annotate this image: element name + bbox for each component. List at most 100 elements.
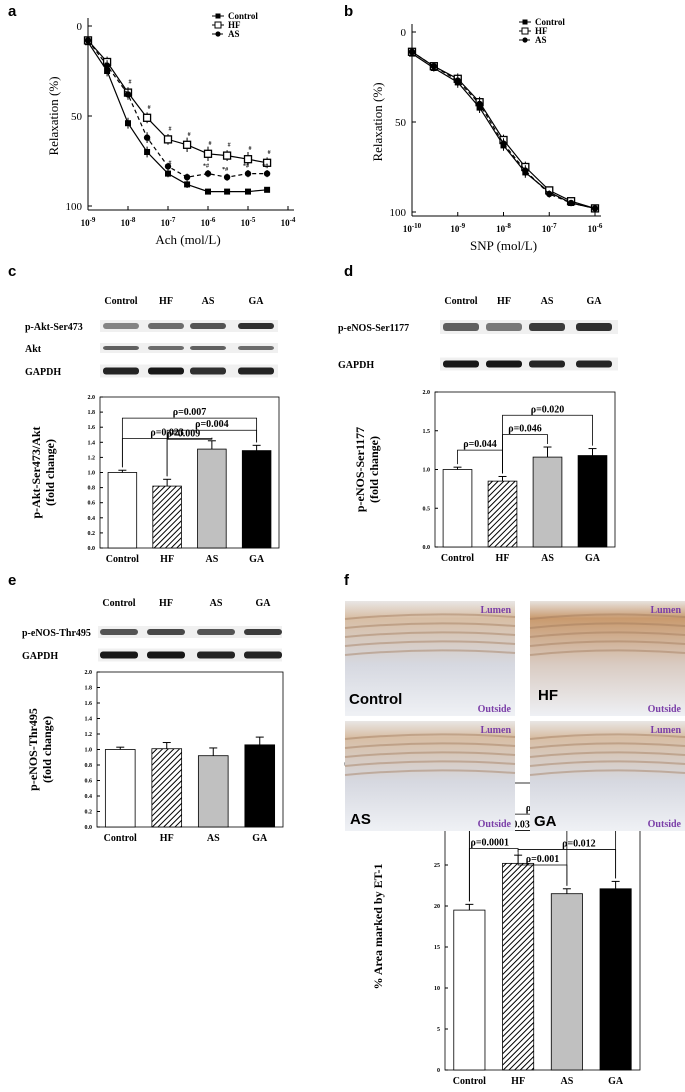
- y-tick-label: 1.0: [88, 471, 96, 477]
- data-point-as: [567, 199, 575, 207]
- outside-label: Outside: [478, 704, 512, 715]
- y-tick-label: 0.6: [85, 779, 93, 785]
- data-point-as: [204, 170, 212, 177]
- tissue-layer: [529, 760, 685, 767]
- p-value-label: ρ=0.023: [150, 428, 184, 439]
- p-value-label: ρ=0.0001: [470, 838, 509, 849]
- tissue-layer: [529, 733, 685, 740]
- series-line-hf: [87, 40, 268, 164]
- y-tick-label: 1.2: [88, 455, 96, 461]
- bar-ga: [577, 455, 608, 548]
- data-point-as: [143, 134, 151, 141]
- y-tick-label: 0.4: [88, 516, 96, 522]
- blot-row-label: p-eNOS-Ser1177: [338, 323, 409, 334]
- y-axis-title: p-eNOS-Thr495(fold change): [26, 708, 54, 791]
- tissue-layer: [344, 733, 516, 740]
- y-tick-label: 2.0: [85, 670, 93, 676]
- blot-strip: [100, 364, 278, 378]
- x-tick-label: 10-10: [403, 222, 422, 234]
- blot-row-label: p-eNOS-Thr495: [22, 628, 91, 639]
- data-point-hf: [262, 158, 272, 167]
- y-tick-label: 15: [434, 945, 440, 951]
- blot-band: [148, 323, 184, 329]
- blot-band: [443, 360, 479, 368]
- blot-band: [486, 323, 522, 331]
- panel-letter-b: b: [344, 3, 353, 20]
- bar-as: [550, 893, 583, 1071]
- lane-label-ga: GA: [249, 296, 265, 307]
- legend-marker: [522, 37, 528, 43]
- blot-row-label: GAPDH: [22, 651, 58, 662]
- y-tick-label: 0: [77, 21, 83, 33]
- lane-label-ga: GA: [256, 598, 272, 609]
- blot-band: [197, 629, 235, 635]
- western-blot-c: Control HF AS GA p-Akt-Ser473 Akt GAPDH: [25, 296, 278, 378]
- y-tick-label: 25: [434, 863, 440, 869]
- data-point-as: [454, 77, 461, 84]
- lane-label-hf: HF: [159, 296, 173, 307]
- lane-label-hf: HF: [159, 598, 173, 609]
- data-point-hf: [142, 113, 152, 122]
- blot-row-label: p-Akt-Ser473: [25, 322, 83, 333]
- tissue-layer: [529, 742, 685, 749]
- tissue-layer: [344, 640, 516, 647]
- y-tick-label: 100: [390, 207, 407, 219]
- y-tick-label: 1.4: [88, 440, 96, 446]
- data-point-hf: [163, 135, 173, 144]
- y-tick-label: 0.0: [88, 546, 96, 552]
- histology-image: [345, 601, 515, 716]
- category-label: GA: [608, 1076, 624, 1087]
- x-axis-title: SNP (mol/L): [470, 238, 537, 253]
- category-label: Control: [453, 1076, 486, 1087]
- series-line-hf: [411, 51, 596, 209]
- legend-label: HF: [228, 20, 241, 30]
- tissue-layer: [344, 613, 516, 620]
- lane-label-control: Control: [104, 296, 137, 307]
- p-value-label: ρ=0.046: [508, 424, 542, 435]
- p-value-label: ρ=0.009: [167, 428, 201, 439]
- y-tick-label: 50: [395, 117, 407, 129]
- x-tick-label: 10-6: [201, 216, 216, 228]
- category-label: Control: [106, 554, 139, 565]
- significance-mark: #: [188, 132, 191, 138]
- y-tick-label: 1.2: [85, 732, 93, 738]
- comparison-bracket: [468, 848, 519, 902]
- category-label: AS: [205, 554, 218, 565]
- tissue-layer: [529, 640, 685, 647]
- significance-mark: #: [169, 161, 172, 167]
- bar-hf: [502, 862, 535, 1071]
- tissue-layer: [344, 742, 516, 749]
- y-axis-title: Relaxation (%): [46, 76, 61, 155]
- western-blot-d: Control HF AS GA p-eNOS-Ser1177 GAPDH: [338, 296, 618, 371]
- bar-as: [197, 755, 229, 828]
- bar-hf: [487, 480, 518, 548]
- legend-label: HF: [535, 26, 548, 36]
- blot-band: [529, 360, 565, 368]
- series-line-as: [87, 40, 268, 178]
- blot-row-label: GAPDH: [338, 360, 374, 371]
- x-tick-label: 10-4: [281, 216, 296, 228]
- data-point-control: [125, 120, 131, 127]
- data-point-as: [223, 174, 231, 181]
- blot-band: [148, 346, 184, 350]
- bar-ga: [244, 744, 276, 828]
- y-tick-label: 5: [437, 1027, 440, 1033]
- panel-letter-f: f: [344, 572, 350, 589]
- lane-label-control: Control: [444, 296, 477, 307]
- significance-mark: *#: [243, 164, 249, 170]
- blot-band: [103, 346, 139, 350]
- legend-marker: [215, 13, 221, 19]
- y-tick-label: 0.8: [85, 763, 93, 769]
- category-label: HF: [511, 1076, 525, 1087]
- data-point-control: [165, 170, 171, 177]
- tissue-layer: [529, 613, 685, 620]
- blot-strip: [98, 626, 282, 638]
- histology-image: [530, 601, 685, 716]
- category-label: HF: [496, 553, 510, 564]
- data-point-hf: [182, 140, 192, 149]
- data-point-control: [144, 149, 151, 155]
- blot-band: [190, 323, 226, 329]
- histology-group-label: AS: [350, 811, 371, 828]
- outside-label: Outside: [478, 819, 512, 830]
- x-tick-label: 10-5: [241, 216, 256, 228]
